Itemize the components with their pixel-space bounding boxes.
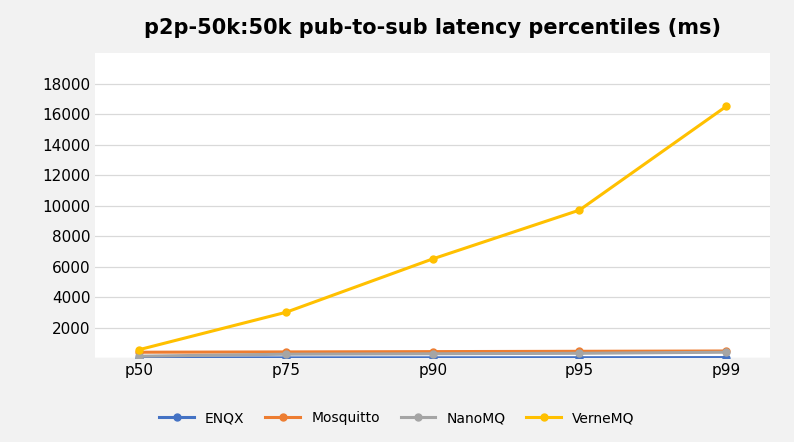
VerneMQ: [575, 207, 584, 213]
Line: Mosquitto: Mosquitto: [136, 347, 730, 356]
ENQX: [428, 355, 437, 360]
NanoMQ: [281, 351, 291, 357]
Mosquitto: [134, 350, 144, 355]
Title: p2p-50k:50k pub-to-sub latency percentiles (ms): p2p-50k:50k pub-to-sub latency percentil…: [145, 18, 721, 38]
Line: VerneMQ: VerneMQ: [136, 103, 730, 353]
ENQX: [134, 355, 144, 361]
Mosquitto: [575, 349, 584, 354]
Line: NanoMQ: NanoMQ: [136, 349, 730, 360]
NanoMQ: [428, 351, 437, 356]
VerneMQ: [428, 256, 437, 262]
ENQX: [281, 355, 291, 361]
VerneMQ: [281, 309, 291, 315]
Mosquitto: [281, 349, 291, 354]
VerneMQ: [134, 347, 144, 352]
VerneMQ: [722, 104, 731, 109]
Legend: ENQX, Mosquitto, NanoMQ, VerneMQ: ENQX, Mosquitto, NanoMQ, VerneMQ: [154, 405, 640, 431]
ENQX: [575, 355, 584, 360]
Line: ENQX: ENQX: [136, 354, 730, 362]
NanoMQ: [722, 350, 731, 355]
Mosquitto: [428, 349, 437, 354]
NanoMQ: [134, 354, 144, 359]
ENQX: [722, 355, 731, 360]
Mosquitto: [722, 348, 731, 354]
NanoMQ: [575, 351, 584, 356]
